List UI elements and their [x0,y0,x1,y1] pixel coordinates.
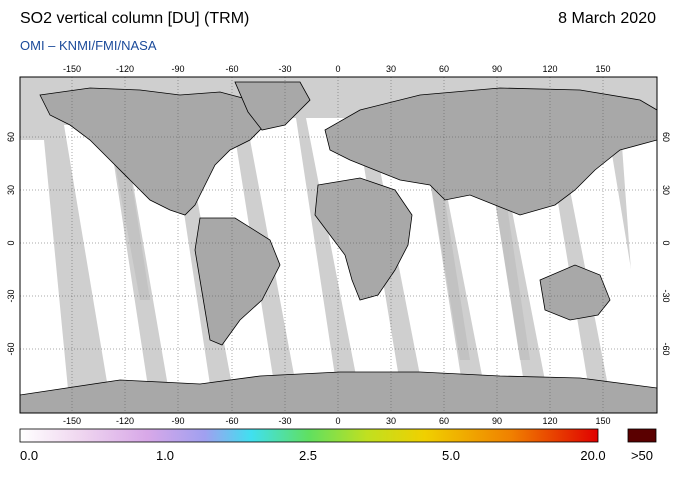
lat-tick: 0 [6,240,16,245]
colorbar-label: 5.0 [441,448,461,463]
lat-tick: -30 [661,289,671,302]
lon-tick: 150 [595,416,610,426]
colorbar-label: 2.5 [298,448,318,463]
lon-tick: 120 [542,64,557,74]
north-america [39,87,271,216]
lon-tick: 150 [595,64,610,74]
colorbar-label: 1.0 [155,448,175,463]
antarctica [20,371,657,413]
lon-tick: 60 [439,416,449,426]
colorbar-overflow [627,428,657,443]
lat-tick: 60 [661,132,671,142]
lat-tick: 60 [6,132,16,142]
lon-tick: 60 [439,64,449,74]
lon-tick: 0 [335,416,340,426]
colorbar-overflow-label: >50 [630,448,654,463]
lon-tick: -60 [225,64,238,74]
lon-tick: -150 [63,416,81,426]
lon-tick: 90 [492,64,502,74]
lon-tick: -120 [116,64,134,74]
lon-tick: -60 [225,416,238,426]
lat-tick: 0 [661,240,671,245]
lat-ticks-right: 60 30 0 -30 -60 [661,132,671,356]
colorbar-label: 20.0 [580,448,606,463]
eurasia [324,87,657,216]
lon-tick: -90 [171,416,184,426]
map-date: 8 March 2020 [558,10,656,27]
lat-tick: -60 [661,342,671,355]
australia [539,264,611,321]
lat-tick: -30 [6,289,16,302]
data-credit: OMI – KNMI/FMI/NASA [20,38,157,53]
lat-ticks-left: 60 30 0 -30 -60 [6,132,16,356]
lat-tick: 30 [6,185,16,195]
map-title: SO2 vertical column [DU] (TRM) [20,10,250,27]
lon-tick: -30 [278,64,291,74]
lon-tick: -120 [116,416,134,426]
lon-tick: -90 [171,64,184,74]
lon-ticks-top: -150 -120 -90 -60 -30 0 30 60 90 120 150 [63,64,611,74]
lon-tick: -150 [63,64,81,74]
lon-tick: -30 [278,416,291,426]
lon-ticks-bottom: -150 -120 -90 -60 -30 0 30 60 90 120 150 [63,416,611,426]
continents [20,81,657,413]
lon-tick: 120 [542,416,557,426]
lat-tick: -60 [6,342,16,355]
colorbar [19,428,599,443]
lon-tick: 30 [386,64,396,74]
lon-tick: 30 [386,416,396,426]
lat-tick: 30 [661,185,671,195]
lon-tick: 90 [492,416,502,426]
colorbar-label: 0.0 [20,448,39,463]
map-frame [19,76,658,414]
south-america [194,217,281,346]
graticule [20,77,657,413]
lon-tick: 0 [335,64,340,74]
